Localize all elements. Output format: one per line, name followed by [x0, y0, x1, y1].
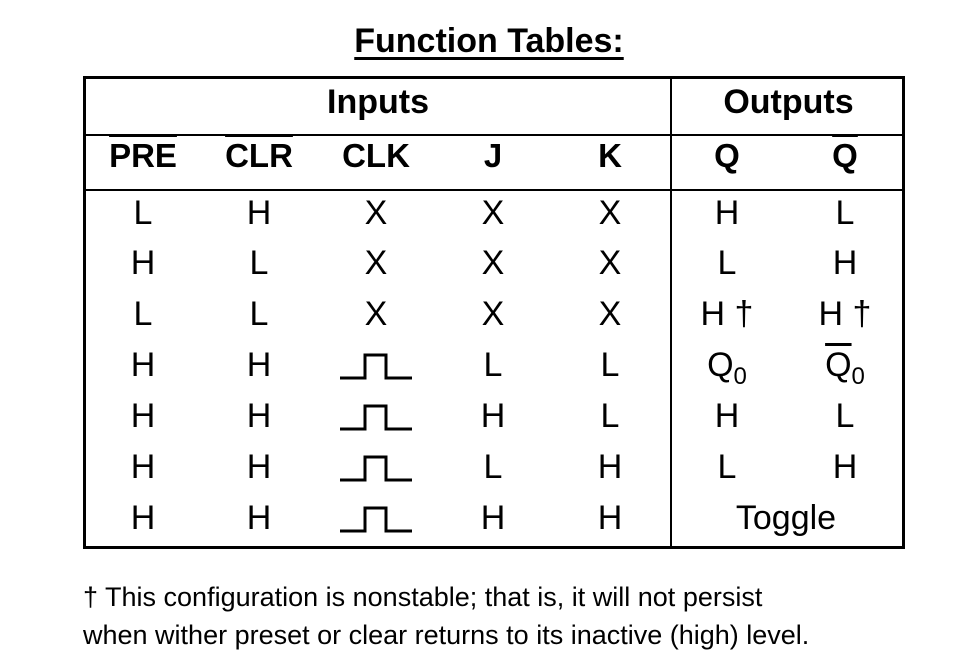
table-cell: H	[832, 244, 858, 282]
column-header-pre: PRE	[88, 137, 198, 175]
table-cell	[321, 498, 431, 538]
positive-pulse-icon	[340, 353, 412, 380]
footnote-line-2: when wither preset or clear returns to i…	[83, 620, 810, 650]
table-cell: H †	[818, 295, 872, 333]
table-cell: H	[714, 194, 740, 232]
table-cell: L	[249, 244, 269, 282]
table-cell: L	[835, 397, 855, 435]
inputs-group-header: Inputs	[327, 83, 429, 121]
table-cell: L	[483, 346, 503, 384]
column-header-divider	[86, 189, 902, 191]
page-title: Function Tables:	[354, 22, 624, 60]
table-cell: X	[364, 244, 388, 282]
table-cell: H	[597, 448, 623, 486]
table-cell: L	[600, 397, 620, 435]
table-cell: H	[597, 499, 623, 537]
table-cell: Toggle	[735, 499, 837, 537]
table-cell: X	[481, 295, 505, 333]
table-cell: H	[130, 346, 156, 384]
table-cell: Q0	[825, 346, 865, 390]
table-cell: L	[249, 295, 269, 333]
column-header-label: Q	[714, 137, 740, 174]
table-cell: L	[600, 346, 620, 384]
table-cell: X	[598, 194, 622, 232]
table-cell: H	[246, 194, 272, 232]
table-cell: H	[246, 448, 272, 486]
column-header-q-bar: Q	[790, 137, 900, 175]
table-cell: L	[483, 448, 503, 486]
positive-pulse-icon	[340, 506, 412, 533]
table-cell: H †	[700, 295, 754, 333]
table-cell	[321, 396, 431, 436]
table-cell: L	[717, 244, 737, 282]
inputs-outputs-divider	[670, 79, 672, 546]
table-cell: X	[481, 194, 505, 232]
table-cell	[321, 345, 431, 385]
footnote: † This configuration is nonstable; that …	[83, 578, 913, 654]
column-header-k: K	[555, 137, 665, 175]
table-cell: L	[835, 194, 855, 232]
column-header-clr: CLR	[204, 137, 314, 175]
table-cell: H	[832, 448, 858, 486]
table-cell: H	[480, 499, 506, 537]
table-cell: X	[364, 194, 388, 232]
column-header-label: PRE	[109, 137, 177, 174]
column-header-label: Q	[832, 137, 858, 174]
table-cell: H	[130, 499, 156, 537]
column-header-j: J	[438, 137, 548, 175]
column-header-label: CLR	[225, 137, 293, 174]
table-cell	[321, 447, 431, 487]
positive-pulse-icon	[340, 455, 412, 482]
table-cell: H	[246, 397, 272, 435]
column-header-label: K	[598, 137, 622, 174]
table-cell: H	[130, 448, 156, 486]
table-cell: L	[133, 194, 153, 232]
column-header-clk: CLK	[321, 137, 431, 175]
column-header-q: Q	[672, 137, 782, 175]
positive-pulse-icon	[340, 404, 412, 431]
table-cell: H	[714, 397, 740, 435]
table-cell: H	[246, 346, 272, 384]
table-cell: X	[598, 295, 622, 333]
table-cell: H	[246, 499, 272, 537]
column-header-label: J	[483, 137, 503, 174]
table-cell: X	[481, 244, 505, 282]
table-cell: H	[480, 397, 506, 435]
table-cell: H	[130, 397, 156, 435]
table-cell: L	[717, 448, 737, 486]
table-cell: H	[130, 244, 156, 282]
column-header-label: CLK	[342, 137, 410, 174]
table-cell: X	[364, 295, 388, 333]
outputs-group-header: Outputs	[723, 83, 854, 121]
group-header-divider	[86, 134, 902, 136]
table-cell: X	[598, 244, 622, 282]
footnote-line-1: † This configuration is nonstable; that …	[83, 582, 763, 612]
table-cell: Q0	[707, 346, 747, 390]
function-table: Inputs Outputs PRE CLR CLK J K Q Q L H X X X H L H L X X X…	[83, 76, 905, 549]
table-cell: L	[133, 295, 153, 333]
